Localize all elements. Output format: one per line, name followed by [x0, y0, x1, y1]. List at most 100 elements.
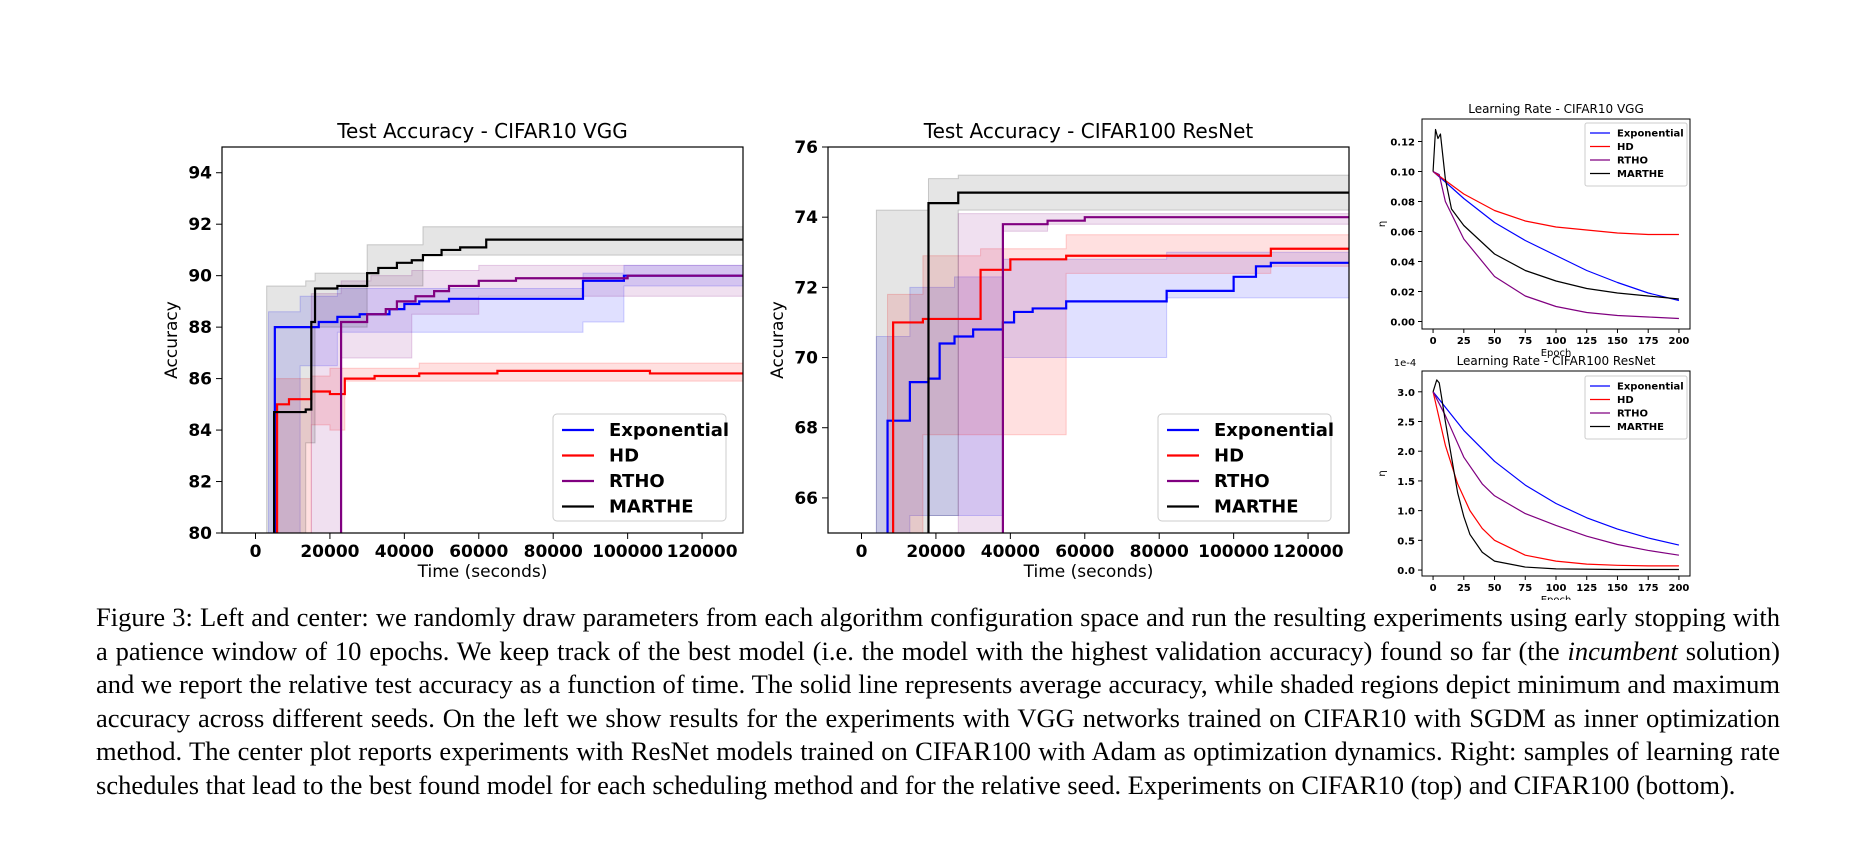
y-tick-label: 0.04 — [1390, 258, 1415, 269]
legend-label-rtho: RTHO — [1617, 409, 1648, 420]
x-tick-label: 125 — [1576, 336, 1597, 347]
y-tick-label: 0.00 — [1390, 318, 1415, 329]
y-tick-label: 84 — [188, 421, 212, 441]
x-tick-label: 100000 — [1198, 542, 1269, 562]
legend-label-exponential: Exponential — [1617, 382, 1684, 393]
series-line-rtho — [339, 274, 743, 533]
y-tick-label: 2.5 — [1397, 418, 1415, 429]
y-tick-label: 0.02 — [1390, 288, 1415, 299]
x-tick-label: 100 — [1546, 583, 1567, 594]
legend-label-rtho: RTHO — [1214, 471, 1270, 492]
legend-label-marthe: MARTHE — [1617, 169, 1664, 180]
y-tick-label: 88 — [188, 318, 212, 338]
x-tick-label: 60000 — [449, 542, 508, 562]
y-tick-label: 1.5 — [1397, 477, 1415, 488]
y-axis-label: Accuracy — [162, 301, 182, 379]
chart-cifar10-vgg-accuracy: 0 20000 40000 60000 80000 100000 120000 80 82 84 8… — [162, 119, 744, 582]
x-tick-label: 40000 — [375, 542, 434, 562]
y-tick-label: 94 — [188, 164, 212, 184]
series-line-hd — [892, 247, 1349, 533]
x-axis-label: Time (seconds) — [1023, 562, 1154, 582]
y-axis-label: Accuracy — [768, 301, 788, 379]
chart-cifar100-resnet-accuracy: 0 20000 40000 60000 80000 100000 120000 66 68 70 7… — [768, 119, 1350, 582]
y-tick-label: 80 — [188, 524, 212, 544]
legend-label-exponential: Exponential — [1214, 420, 1334, 441]
x-tick-label: 0 — [1430, 583, 1437, 594]
y-tick-label: 92 — [188, 215, 212, 235]
caption-text-2: solution) and we report the relative tes… — [96, 635, 1780, 800]
axes-frame — [221, 146, 744, 534]
legend-box — [1584, 375, 1688, 440]
legend-label-hd: HD — [1617, 395, 1634, 406]
x-tick-label: 0 — [250, 542, 262, 562]
axes-frame — [827, 146, 1350, 534]
y-tick-label: 72 — [794, 278, 818, 298]
x-tick-label: 50 — [1488, 336, 1502, 347]
legend-box — [1157, 413, 1332, 522]
legend-label-rtho: RTHO — [1617, 156, 1648, 167]
band-marthe — [266, 226, 743, 533]
x-tick-label: 25 — [1457, 583, 1471, 594]
y-tick-label: 90 — [188, 267, 212, 287]
band-exponential — [875, 251, 1349, 533]
band-hd — [273, 362, 743, 533]
figure-caption: Figure 3: Left and center: we randomly d… — [96, 601, 1780, 802]
y-tick-label: 0.12 — [1390, 138, 1415, 149]
legend-box — [1584, 122, 1688, 187]
band-rtho — [310, 264, 743, 533]
x-tick-label: 75 — [1518, 583, 1532, 594]
x-tick-label: 150 — [1607, 336, 1628, 347]
y-tick-label: 1.0 — [1397, 507, 1415, 518]
y-tick-label: 82 — [188, 473, 212, 493]
y-tick-label: 0.10 — [1390, 168, 1415, 179]
series-line-rtho — [1432, 391, 1680, 556]
x-axis-label: Epoch — [1541, 595, 1572, 600]
series-line-marthe — [1432, 379, 1679, 571]
y-axis-label: η — [1377, 221, 1388, 227]
series-line-marthe — [273, 238, 743, 533]
x-tick-label: 50 — [1488, 583, 1502, 594]
legend-label-marthe: MARTHE — [609, 497, 694, 518]
chart-cifar100-resnet-learning-rate: 0 25 50 75 100 125 150 175 200 0.0 0.5 1.0 1.5 2.0 2.5… — [1377, 354, 1691, 600]
series-line-exponential — [1432, 391, 1680, 546]
y-tick-label: 2.0 — [1397, 447, 1415, 458]
chart-title: Test Accuracy - CIFAR10 VGG — [336, 119, 628, 143]
y-tick-label: 74 — [794, 208, 818, 228]
chart-cifar10-vgg-learning-rate: 0 25 50 75 100 125 150 175 200 0.00 0.02 0.04 0.06 0.… — [1377, 102, 1691, 359]
y-tick-label: 70 — [794, 349, 818, 369]
y-tick-label: 76 — [794, 138, 818, 158]
legend-label-hd: HD — [1617, 142, 1634, 153]
x-tick-label: 20000 — [300, 542, 359, 562]
legend-label-exponential: Exponential — [609, 420, 729, 441]
x-tick-label: 60000 — [1055, 542, 1114, 562]
legend-label-marthe: MARTHE — [1214, 497, 1299, 518]
x-axis-label: Time (seconds) — [417, 562, 548, 582]
series-line-hd — [1432, 171, 1679, 236]
legend-label-exponential: Exponential — [1617, 129, 1684, 140]
x-tick-label: 80000 — [1130, 542, 1189, 562]
x-tick-label: 75 — [1518, 336, 1532, 347]
chart-title: Learning Rate - CIFAR10 VGG — [1468, 102, 1644, 116]
series-line-marthe — [927, 191, 1349, 533]
y-tick-label: 86 — [188, 370, 212, 390]
x-tick-label: 80000 — [524, 542, 583, 562]
y-scale-label: 1e-4 — [1394, 358, 1417, 369]
x-tick-label: 175 — [1638, 583, 1659, 594]
y-tick-label: 0.0 — [1397, 566, 1415, 577]
legend-box — [552, 413, 727, 522]
x-tick-label: 25 — [1457, 336, 1471, 347]
x-tick-label: 120000 — [667, 542, 738, 562]
y-tick-label: 66 — [794, 489, 818, 509]
series-line-hd — [275, 369, 743, 533]
figure-charts: 0 20000 40000 60000 80000 100000 1200008082848… — [162, 102, 1691, 600]
x-axis-label: Epoch — [1541, 348, 1572, 359]
x-tick-label: 100 — [1546, 336, 1567, 347]
x-tick-label: 120000 — [1273, 542, 1344, 562]
x-tick-label: 125 — [1576, 583, 1597, 594]
y-tick-label: 3.0 — [1397, 388, 1415, 399]
legend-label-marthe: MARTHE — [1617, 422, 1664, 433]
series-line-rtho — [1432, 170, 1679, 320]
y-tick-label: 0.08 — [1390, 198, 1415, 209]
legend-label-hd: HD — [609, 446, 639, 467]
x-tick-label: 100000 — [592, 542, 663, 562]
